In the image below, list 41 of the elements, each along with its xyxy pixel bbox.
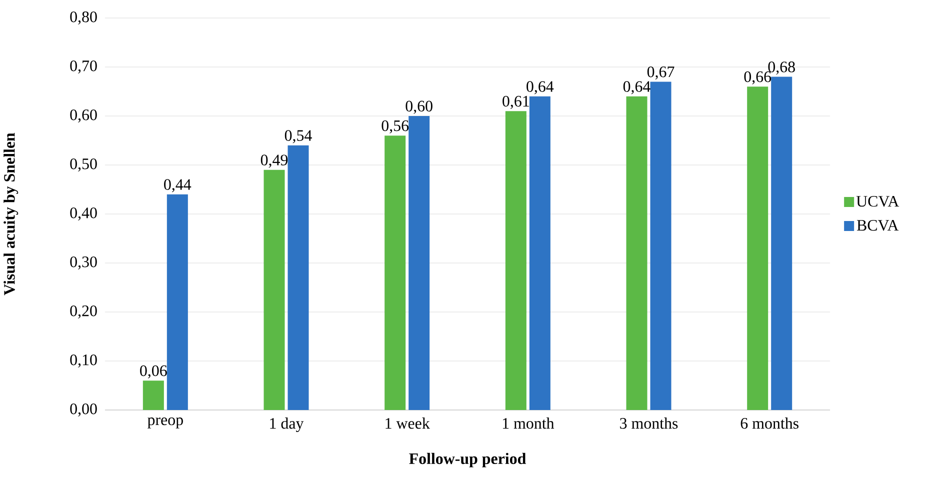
- y-tick-label: 0,30: [70, 256, 97, 270]
- data-label: 0,60: [406, 100, 432, 114]
- data-label: 0,44: [164, 179, 192, 192]
- data-label: 0,56: [382, 120, 409, 134]
- bar: [408, 116, 430, 410]
- bar: [747, 86, 768, 410]
- data-label: 0,61: [502, 96, 529, 109]
- y-axis-title: Visual acuity by Snellen: [4, 132, 18, 296]
- data-label: 0,49: [260, 154, 288, 168]
- y-tick-label: 0,10: [70, 354, 97, 368]
- x-tick-label: 1 day: [270, 418, 304, 432]
- y-tick-label: 0,70: [70, 60, 97, 74]
- bar: [771, 76, 792, 410]
- bar: [505, 111, 526, 410]
- x-axis-title: Follow-up period: [409, 452, 526, 468]
- y-tick-label: 0,40: [70, 207, 97, 221]
- x-tick-label: 1 month: [502, 418, 554, 429]
- bar: [142, 380, 164, 410]
- bar: [650, 82, 672, 410]
- bar: [384, 136, 406, 410]
- data-label: 0,54: [284, 130, 312, 144]
- data-label: 0,64: [623, 81, 650, 94]
- bar: [264, 170, 285, 410]
- bar: [288, 145, 309, 410]
- bar: [166, 194, 188, 410]
- y-tick-label: 0,20: [70, 305, 97, 319]
- data-label: 0,64: [526, 81, 554, 94]
- data-label: 0,67: [647, 66, 674, 80]
- x-tick-label: 1 week: [386, 418, 430, 429]
- y-tick-label: 0,80: [70, 11, 97, 25]
- data-label: 0,06: [140, 365, 167, 378]
- legend-label: UCVA: [856, 196, 900, 207]
- y-tick-label: 0,50: [70, 158, 97, 172]
- bar: [529, 96, 550, 410]
- bar: [626, 96, 648, 410]
- legend-label: BCVA: [856, 220, 899, 231]
- x-tick-label: preop: [148, 418, 183, 428]
- y-tick-label: 0,00: [70, 403, 97, 417]
- x-tick-label: 6 months: [740, 418, 798, 429]
- x-tick-label: 3 months: [620, 418, 678, 429]
- y-tick-label: 0,60: [70, 109, 97, 123]
